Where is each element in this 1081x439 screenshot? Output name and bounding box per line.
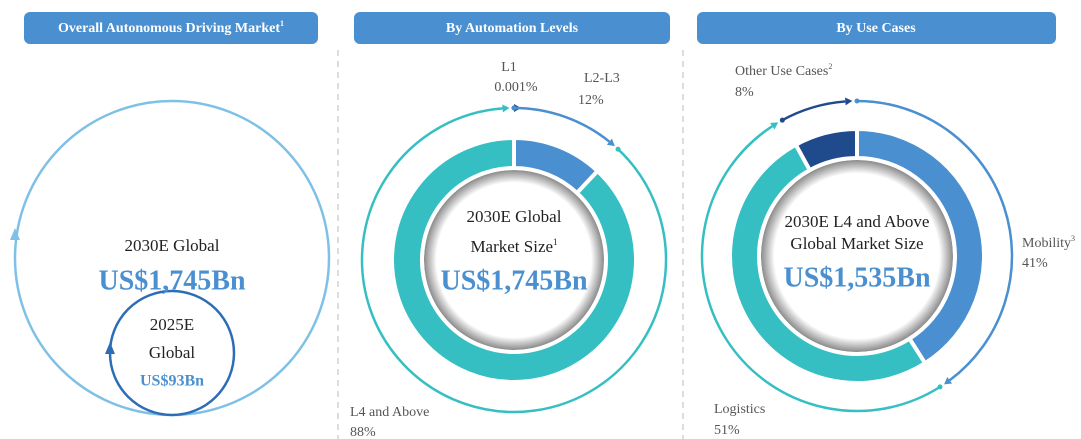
amount: US$93Bn: [140, 373, 204, 390]
header-bar: [354, 12, 670, 44]
header-bar: [697, 12, 1056, 44]
donut-segment: [793, 126, 859, 173]
circle-title: 2030E Global: [125, 236, 220, 255]
amount: US$1,745Bn: [98, 265, 245, 296]
segment-label: Mobility3: [1022, 234, 1075, 251]
header-text: Overall Autonomous Driving Market: [58, 21, 280, 36]
arrowhead: [845, 97, 853, 106]
segment-name: L4 and Above: [350, 405, 429, 420]
arc-start: [854, 98, 860, 104]
header: Overall Autonomous Driving Market1: [58, 19, 284, 36]
segment-label: Logistics: [714, 402, 765, 417]
footnote: 1: [553, 237, 558, 247]
footnote: 1: [280, 19, 284, 28]
circle-title: 2025E: [150, 315, 194, 334]
segment-value: 88%: [350, 425, 376, 439]
arrow: [10, 228, 20, 240]
segment-label: L4 and Above: [350, 405, 429, 420]
donut-segment: [390, 135, 638, 384]
center-line: Market Size: [470, 237, 553, 256]
segment-value: 8%: [735, 85, 754, 100]
center-disc: [424, 170, 604, 350]
arrowhead: [944, 377, 953, 385]
outer-arc: [781, 100, 846, 122]
arc-start: [779, 117, 785, 123]
circle-title: Global: [149, 343, 196, 362]
segment-label: L2-L3: [584, 71, 620, 86]
header: By Use Cases: [836, 21, 916, 36]
arc-start: [615, 146, 621, 152]
center-disc: [761, 160, 953, 352]
segment-value: 0.001%: [494, 80, 538, 95]
amount: US$1,745Bn: [440, 265, 587, 296]
arrow: [105, 342, 115, 354]
segment-value: 12%: [578, 93, 604, 108]
segment-label: L1: [501, 60, 517, 75]
center-text: Global Market Size: [790, 234, 923, 253]
center-text: Market Size1: [470, 237, 557, 256]
footnote: 3: [1071, 234, 1075, 243]
outer-arc: [700, 125, 941, 413]
segment-name: Logistics: [714, 402, 765, 417]
segment-name: Other Use Cases: [735, 64, 828, 79]
segment-label: Other Use Cases2: [735, 62, 832, 79]
outer-arc: [360, 107, 668, 414]
arc-start: [511, 105, 517, 111]
footnote: 2: [828, 62, 832, 71]
segment-value: 41%: [1022, 256, 1048, 271]
arrowhead: [502, 104, 510, 113]
arrowhead: [770, 122, 779, 130]
segment-value: 51%: [714, 423, 740, 438]
segment-name: L2-L3: [584, 71, 620, 86]
center-text: 2030E L4 and Above: [785, 212, 930, 231]
header: By Automation Levels: [446, 21, 579, 36]
segment-name: Mobility: [1022, 236, 1071, 251]
segment-name: L1: [501, 60, 517, 75]
header-bar: [24, 12, 318, 44]
center-text: 2030E Global: [467, 207, 562, 226]
arc-start: [937, 384, 943, 390]
donut-segment: [728, 141, 928, 385]
amount: US$1,535Bn: [783, 262, 930, 293]
arrowhead: [606, 138, 615, 147]
outer-arc: [514, 106, 611, 143]
outer-arc: [856, 99, 1014, 382]
